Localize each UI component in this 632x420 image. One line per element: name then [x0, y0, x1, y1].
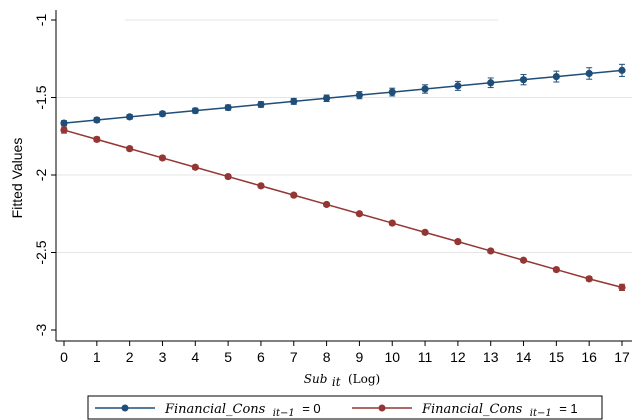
- series-1-point-17: [618, 283, 626, 291]
- legend-label-0-eq: = 0: [302, 401, 320, 416]
- x-tick-label-7: 7: [290, 349, 298, 365]
- series-1: [60, 126, 626, 291]
- x-tick-label-16: 16: [581, 349, 597, 365]
- x-tick-label-13: 13: [483, 349, 499, 365]
- x-tick-label-5: 5: [224, 349, 232, 365]
- series-0-point-16: [585, 69, 593, 78]
- series-0-point-15: [552, 72, 560, 81]
- legend-label-0: Financial_Cons it−1 = 0: [164, 400, 321, 420]
- legend-label-1-name: Financial_Cons: [421, 402, 523, 417]
- x-tick-label-6: 6: [257, 349, 265, 365]
- legend-box: [87, 395, 603, 420]
- x-tick-label-17: 17: [614, 349, 630, 365]
- legend-item-0: Financial_Cons it−1 = 0: [95, 400, 321, 420]
- series-0-point-11: [421, 85, 429, 93]
- x-tick-label-14: 14: [516, 349, 532, 365]
- series-0-point-17: [618, 66, 626, 74]
- x-tick-label-2: 2: [126, 349, 134, 365]
- series-1-point-2: [126, 145, 134, 153]
- legend-label-0-sub: it−1: [273, 408, 295, 419]
- series-1-point-1: [93, 135, 101, 143]
- series-0-point-0: [60, 119, 68, 127]
- series-1-point-6: [257, 182, 265, 190]
- x-tick-label-15: 15: [549, 349, 565, 365]
- legend-label-0-name: Financial_Cons: [164, 402, 266, 417]
- legend-item-1: Financial_Cons it−1 = 1: [352, 400, 578, 420]
- x-tick-label-8: 8: [323, 349, 331, 365]
- x-tick-label-1: 1: [93, 349, 101, 365]
- y-tick-label-0: -1: [33, 14, 49, 27]
- series-0-point-8: [322, 94, 331, 102]
- series-1-point-8: [322, 200, 331, 209]
- series-0-point-3: [158, 110, 167, 118]
- y-tick-label-1: -1.5: [33, 85, 49, 109]
- series-0-point-2: [126, 113, 134, 121]
- gridlines: [56, 19, 632, 253]
- series-0-point-12: [454, 82, 462, 90]
- legend-marker-1: [378, 404, 386, 412]
- series-0-point-10: [388, 88, 396, 96]
- x-tick-label-9: 9: [356, 349, 364, 365]
- x-tick-label-0: 0: [60, 349, 68, 365]
- series-1-point-9: [355, 210, 364, 218]
- series-1-line: [63, 129, 623, 289]
- y-tick-label-2: -2: [33, 169, 49, 182]
- series-0-point-7: [290, 97, 298, 105]
- y-tick-label-4: -3: [33, 324, 49, 337]
- series-1-point-5: [224, 172, 232, 181]
- series-0-point-13: [487, 79, 495, 87]
- series-layer: [60, 63, 626, 291]
- x-ticks: 0 1 2 3 4 5 6 7 8 9 10 11 12 13 14 15 16 17: [60, 341, 630, 365]
- series-1-point-12: [454, 238, 462, 246]
- legend-marker-0: [121, 404, 129, 412]
- series-1-point-13: [487, 247, 495, 255]
- series-0-point-6: [257, 100, 265, 109]
- series-0-point-14: [519, 76, 528, 84]
- x-tick-label-11: 11: [418, 349, 433, 365]
- series-1-point-7: [290, 191, 298, 199]
- legend-label-1: Financial_Cons it−1 = 1: [421, 400, 578, 420]
- legend-label-1-eq: = 1: [559, 401, 577, 416]
- series-1-point-11: [421, 228, 429, 236]
- series-1-point-4: [191, 163, 199, 171]
- x-tick-label-3: 3: [159, 349, 167, 365]
- legend-label-1-sub: it−1: [530, 408, 552, 419]
- series-1-point-3: [158, 154, 167, 162]
- series-0-point-4: [191, 107, 199, 115]
- series-1-point-16: [585, 275, 593, 283]
- legend: Financial_Cons it−1 = 0 Financial_Cons i…: [87, 395, 603, 420]
- y-tick-label-3: -2.5: [33, 240, 49, 264]
- series-0-point-9: [355, 91, 364, 99]
- series-1-point-10: [388, 219, 396, 227]
- series-0-point-5: [224, 103, 232, 112]
- y-ticks: -1 -1.5 -2 -2.5 -3: [33, 14, 56, 337]
- x-axis-title-main: Sub: [304, 372, 328, 386]
- x-tick-label-4: 4: [191, 349, 199, 365]
- x-tick-label-10: 10: [384, 349, 400, 365]
- x-axis-title-sub: it: [332, 375, 341, 389]
- series-1-point-0: [60, 126, 68, 134]
- series-0-line: [63, 69, 623, 124]
- x-axis-title-suffix: (Log): [348, 372, 380, 386]
- series-0: [60, 63, 626, 127]
- series-1-point-15: [552, 265, 560, 274]
- series-0-point-1: [93, 116, 101, 124]
- x-axis-title: Sub it (Log): [304, 370, 380, 390]
- y-axis-title: Fitted Values: [9, 138, 25, 219]
- series-1-point-14: [519, 256, 528, 264]
- x-tick-label-12: 12: [450, 349, 466, 365]
